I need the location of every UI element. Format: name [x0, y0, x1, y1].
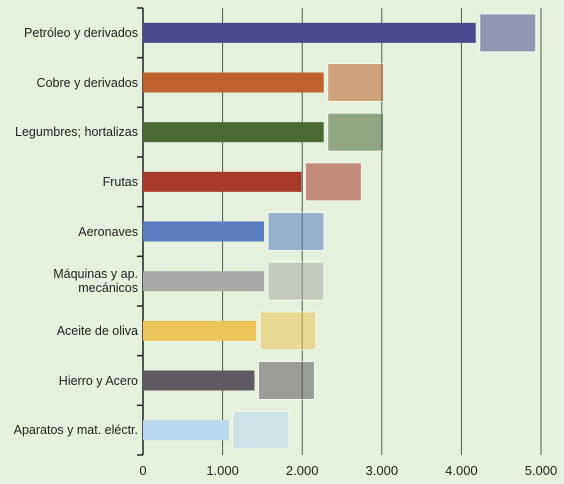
bar-picture [259, 311, 317, 351]
category-label: Petróleo y derivados [24, 25, 138, 40]
category-label: Aceite de oliva [56, 323, 138, 338]
bar [143, 320, 257, 341]
category-label: Aparatos y mat. eléctr. [13, 423, 138, 438]
category-label: Legumbres; hortalizas [15, 125, 138, 140]
bar [143, 221, 264, 242]
x-tick-label: 4.000 [445, 463, 478, 478]
bar-picture [232, 410, 290, 450]
bar-picture [327, 112, 385, 152]
category-label: Frutas [102, 174, 138, 189]
bar [143, 171, 302, 192]
category-label: Cobre y derivados [36, 75, 138, 90]
x-tick-label: 1.000 [206, 463, 239, 478]
bar-picture [327, 63, 385, 102]
bar-picture [267, 212, 325, 251]
x-tick-label: 0 [139, 463, 146, 478]
bar [143, 420, 229, 441]
bar [143, 72, 324, 93]
bar [143, 271, 264, 292]
bar-picture [479, 13, 537, 53]
x-tick-label: 3.000 [366, 463, 399, 478]
bar-picture [257, 361, 315, 400]
x-tick-label: 2.000 [286, 463, 319, 478]
category-label: Aeronaves [78, 224, 138, 239]
category-label: Máquinas y ap. mecánicos [53, 267, 138, 296]
bar [143, 122, 324, 143]
bar-picture [304, 162, 362, 202]
bar [143, 370, 255, 391]
bar-picture [267, 261, 325, 301]
bar [143, 22, 476, 43]
category-label: Hierro y Acero [58, 373, 138, 388]
x-tick-label: 5.000 [525, 463, 558, 478]
